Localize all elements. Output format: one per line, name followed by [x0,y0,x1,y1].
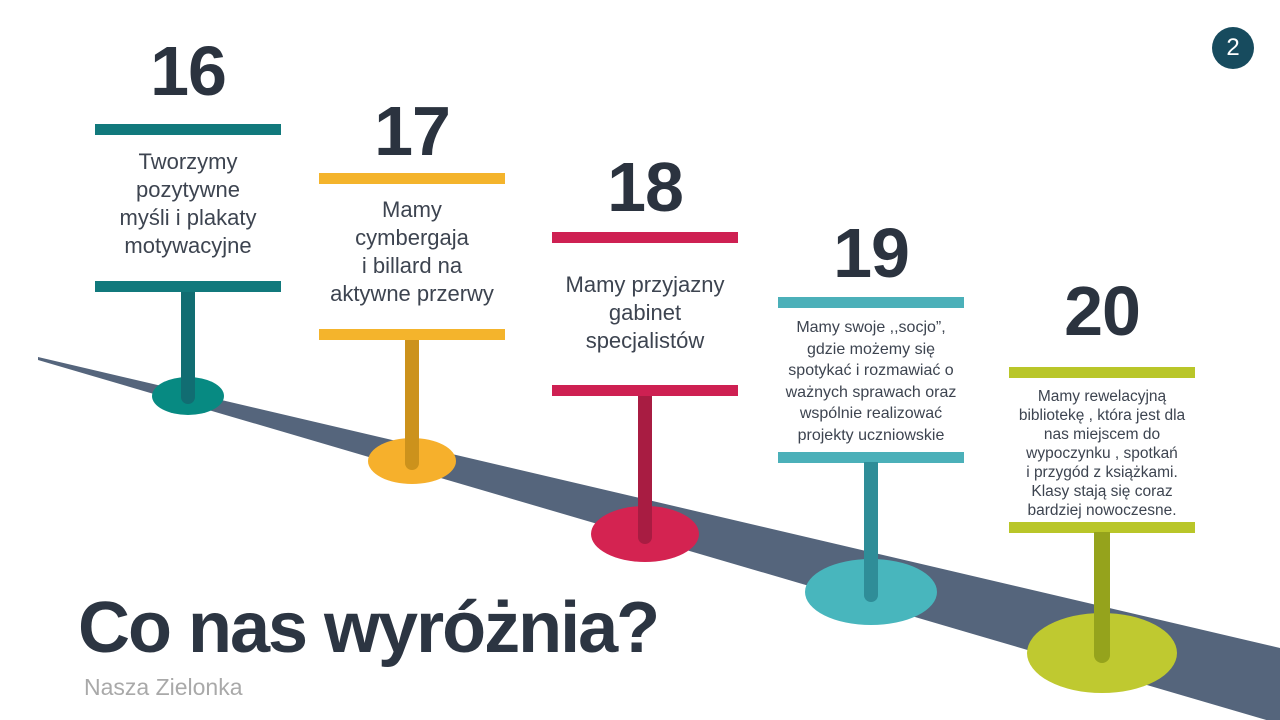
milestone-17: 17 Mamy cymbergaja i billard na aktywne … [319,0,505,720]
milestone-16: 16 Tworzymy pozytywne myśli i plakaty mo… [95,0,281,720]
milestone-18-bottom-bar [552,385,738,396]
milestone-19-text: Mamy swoje ,,socjo”, gdzie możemy się sp… [785,319,957,444]
milestone-19-post [864,462,878,602]
milestone-17-post [405,340,419,470]
milestone-17-top-bar [319,173,505,184]
milestone-16-top-bar [95,124,281,135]
milestone-20-bottom-bar [1009,522,1195,533]
slide-number-badge: 2 [1212,27,1254,69]
milestone-17-bottom-bar [319,329,505,340]
milestone-19-top-bar [778,297,964,308]
milestone-20-text: Mamy rewelacyjną bibliotekę , która jest… [1018,388,1186,519]
milestone-17-text: Mamy cymbergaja i billard na aktywne prz… [330,197,494,306]
milestone-20-post [1094,532,1110,663]
milestone-18-post [638,396,652,544]
milestone-17-number: 17 [374,92,451,170]
page-title: Co nas wyróżnia? [78,588,660,668]
milestone-16-post [181,292,195,404]
milestone-20: 20 Mamy rewelacyjną bibliotekę , która j… [1009,0,1195,720]
page-subtitle: Nasza Zielonka [84,674,243,700]
milestone-20-top-bar [1009,367,1195,378]
milestone-16-number: 16 [150,32,227,110]
milestone-18: 18 Mamy przyjazny gabinet specjalistów [552,0,738,720]
milestone-20-number: 20 [1064,272,1141,350]
milestone-18-number: 18 [607,148,684,226]
milestone-16-bottom-bar [95,281,281,292]
milestone-18-text: Mamy przyjazny gabinet specjalistów [565,272,725,353]
milestone-16-text: Tworzymy pozytywne myśli i plakaty motyw… [119,149,257,258]
milestone-19-bottom-bar [778,452,964,463]
milestone-18-top-bar [552,232,738,243]
milestone-19: 19 Mamy swoje ,,socjo”, gdzie możemy się… [778,0,964,720]
milestone-19-number: 19 [833,214,910,292]
